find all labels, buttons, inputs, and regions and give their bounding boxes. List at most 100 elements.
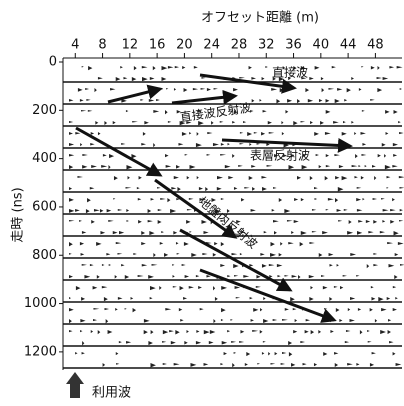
wiggle xyxy=(328,198,334,201)
wiggle xyxy=(249,264,253,267)
wiggle xyxy=(94,209,100,212)
wiggle xyxy=(362,143,366,146)
wiggle xyxy=(390,209,396,211)
wiggle xyxy=(394,110,398,114)
wiggle xyxy=(325,132,331,135)
wiggle xyxy=(395,253,399,256)
wiggle xyxy=(297,99,300,103)
wiggle xyxy=(93,286,98,289)
wiggle xyxy=(383,209,389,211)
wiggle xyxy=(165,308,171,311)
wiggle xyxy=(399,132,404,134)
wiggle xyxy=(270,253,276,257)
wiggle xyxy=(336,308,340,312)
wiggle xyxy=(197,176,199,179)
wiggle xyxy=(370,363,374,367)
wiggle xyxy=(90,264,94,266)
wiggle xyxy=(69,99,73,102)
wiggle xyxy=(388,330,391,334)
wiggle xyxy=(367,264,369,268)
wiggle xyxy=(377,77,382,79)
wiggle xyxy=(187,209,192,211)
wiggle xyxy=(324,308,327,310)
wiggle xyxy=(190,165,196,169)
wiggle xyxy=(387,297,390,300)
wiggle xyxy=(102,286,108,288)
wiggle xyxy=(263,341,266,343)
wiggle xyxy=(365,165,367,167)
wiggle xyxy=(314,132,319,136)
wiggle xyxy=(251,209,256,212)
wiggle xyxy=(87,198,91,202)
wiggle xyxy=(162,341,166,343)
wiggle xyxy=(221,143,224,146)
wiggle xyxy=(349,319,354,322)
wiggle xyxy=(280,242,282,246)
wiggle xyxy=(144,319,150,323)
wiggle xyxy=(116,352,119,355)
wiggle xyxy=(190,363,196,367)
y-tick-label: 200 xyxy=(32,103,57,118)
wiggle xyxy=(85,88,89,90)
wiggle xyxy=(69,132,73,135)
wiggle xyxy=(309,77,313,80)
wiggle xyxy=(133,308,136,312)
wiggle xyxy=(201,77,205,79)
wiggle xyxy=(80,330,82,332)
wiggle xyxy=(300,242,304,246)
wiggle xyxy=(373,198,377,200)
wiggle xyxy=(220,154,226,156)
wiggle xyxy=(113,198,115,200)
wiggle xyxy=(151,330,154,334)
wiggle xyxy=(120,66,123,69)
wiggle xyxy=(393,352,396,356)
wiggle xyxy=(315,66,320,70)
wiggle xyxy=(279,253,282,257)
wiggle xyxy=(381,308,386,311)
wiggle xyxy=(211,121,213,125)
wiggle xyxy=(142,66,148,68)
wiggle xyxy=(96,242,101,246)
wiggle xyxy=(319,253,323,257)
wiggle xyxy=(209,341,214,344)
wiggle xyxy=(259,99,261,102)
wiggle xyxy=(231,341,236,343)
wiggle xyxy=(81,253,85,256)
wiggle xyxy=(310,121,313,124)
wiggle xyxy=(86,209,90,213)
wiggle xyxy=(368,231,373,233)
wiggle xyxy=(377,88,382,92)
wiggle xyxy=(69,275,73,278)
wiggle xyxy=(293,308,297,310)
wiggle xyxy=(382,220,385,223)
wiggle xyxy=(400,187,404,189)
wiggle xyxy=(160,88,164,90)
wiggle xyxy=(361,176,364,179)
wiggle xyxy=(344,99,347,101)
wiggle xyxy=(389,341,393,343)
wiggle xyxy=(94,88,96,92)
wiggle xyxy=(250,297,253,299)
wiggle xyxy=(91,220,95,224)
wiggle xyxy=(69,165,73,169)
wiggle xyxy=(100,209,103,213)
x-tick-label: 36 xyxy=(285,38,302,53)
wiggle xyxy=(82,264,87,266)
wiggle xyxy=(346,330,350,332)
wiggle xyxy=(269,264,275,266)
wiggle xyxy=(362,110,365,112)
wiggle xyxy=(151,198,154,201)
wiggle xyxy=(245,363,248,366)
wiggle xyxy=(207,88,211,91)
wiggle xyxy=(141,143,146,146)
wiggle xyxy=(149,99,154,102)
wiggle xyxy=(125,275,129,279)
wiggle xyxy=(150,286,156,290)
wiggle xyxy=(383,77,389,80)
wiggle xyxy=(294,198,298,201)
wiggle xyxy=(357,187,362,189)
wiggle xyxy=(232,154,234,158)
x-tick-label: 28 xyxy=(231,38,248,53)
wiggle xyxy=(196,143,202,147)
wiggle xyxy=(311,330,314,334)
